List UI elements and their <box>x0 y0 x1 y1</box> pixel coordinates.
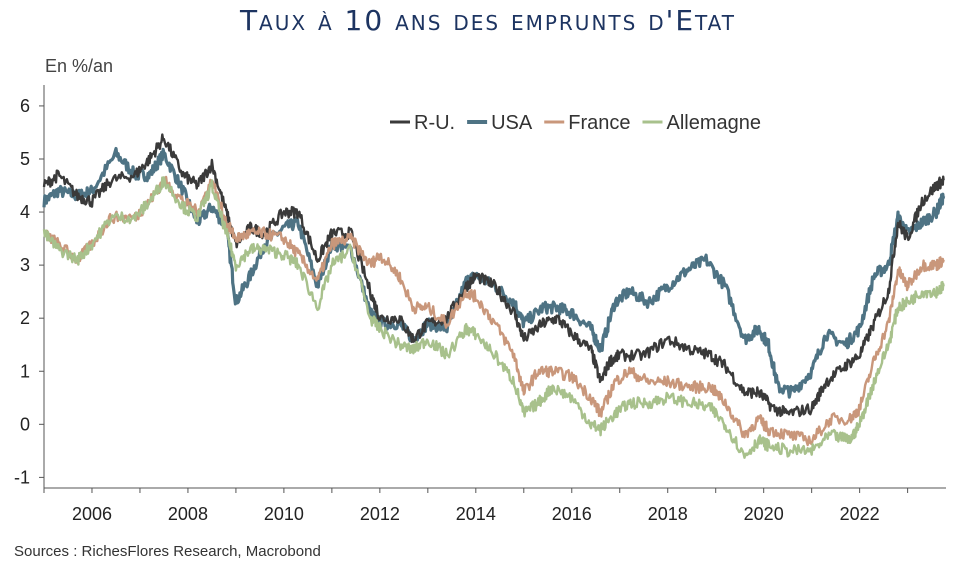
series-line-france <box>43 175 945 447</box>
x-tick-label: 2008 <box>168 504 208 524</box>
y-tick-label: 4 <box>20 202 30 222</box>
series-line-usa <box>42 146 946 399</box>
x-tick-label: 2006 <box>72 504 112 524</box>
x-tick-label: 2022 <box>840 504 880 524</box>
x-tick-label: 2020 <box>744 504 784 524</box>
x-tick-label: 2012 <box>360 504 400 524</box>
x-tick-label: 2010 <box>264 504 304 524</box>
legend-label: France <box>568 112 630 134</box>
y-tick-label: -1 <box>14 467 30 487</box>
y-tick-label: 2 <box>20 308 30 328</box>
y-tick-label: 0 <box>20 414 30 434</box>
y-axis-unit-label: En %/an <box>45 56 114 76</box>
x-tick-label: 2016 <box>552 504 592 524</box>
legend-label: USA <box>491 112 533 134</box>
y-tick-label: 6 <box>20 96 30 116</box>
series-line-ru <box>42 133 945 418</box>
y-tick-label: 1 <box>20 361 30 381</box>
source-note: Sources : RichesFlores Research, Macrobo… <box>14 543 321 560</box>
legend-label: Allemagne <box>666 112 761 134</box>
legend-label: R-U. <box>414 112 455 134</box>
x-tick-label: 2014 <box>456 504 496 524</box>
y-tick-label: 5 <box>20 149 30 169</box>
y-tick-label: 3 <box>20 255 30 275</box>
x-tick-label: 2018 <box>648 504 688 524</box>
series-line-allemagne <box>42 176 945 459</box>
chart-title: Taux à 10 ans des emprunts d'Etat <box>239 4 737 37</box>
